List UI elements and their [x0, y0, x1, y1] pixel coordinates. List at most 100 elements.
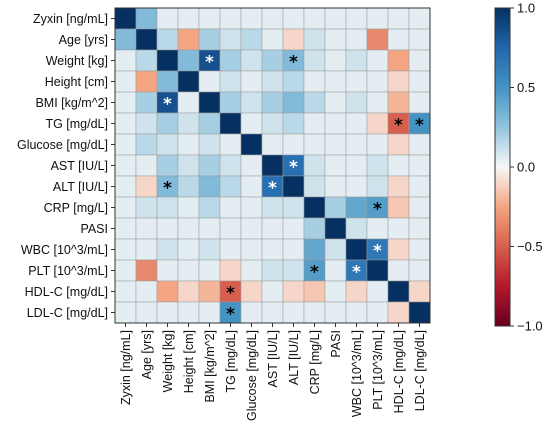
heatmap-cell	[366, 70, 389, 93]
heatmap-cell	[114, 91, 137, 114]
heatmap-cell	[177, 133, 200, 156]
heatmap-cell	[240, 301, 263, 324]
heatmap-cell	[219, 49, 242, 72]
heatmap-cell	[114, 196, 137, 219]
heatmap-cell	[261, 70, 284, 93]
heatmap-cell	[177, 217, 200, 240]
heatmap-cell	[177, 259, 200, 282]
heatmap-cell	[408, 133, 431, 156]
significance-marker: *	[163, 179, 172, 199]
heatmap-cell	[177, 175, 200, 198]
heatmap-cell	[261, 28, 284, 51]
significance-marker: *	[352, 263, 361, 283]
heatmap-cell	[114, 301, 137, 324]
heatmap-cell	[135, 49, 158, 72]
heatmap-cell	[156, 112, 179, 135]
colorbar-tick-label: 0.5	[517, 80, 535, 95]
y-tick-label: ALT [IU/L]	[53, 180, 108, 194]
heatmap-cell	[240, 70, 263, 93]
heatmap-cell	[135, 133, 158, 156]
heatmap-cell	[387, 49, 410, 72]
heatmap-cell	[324, 196, 347, 219]
x-tick-label: CRP [mg/L]	[308, 330, 322, 394]
heatmap-cell	[324, 154, 347, 177]
significance-marker: *	[163, 95, 172, 115]
heatmap-cell	[114, 238, 137, 261]
heatmap-cell	[303, 91, 326, 114]
heatmap-cell	[261, 196, 284, 219]
x-tick-label: Weight [kg]	[161, 330, 175, 392]
x-tick-label: Glucose [mg/dL]	[245, 330, 259, 421]
colorbar-tick-label: −0.5	[517, 239, 543, 254]
heatmap-cell	[156, 7, 179, 30]
heatmap-cell	[408, 259, 431, 282]
heatmap-cell	[156, 301, 179, 324]
heatmap-cell	[345, 280, 368, 303]
heatmap-cell	[408, 196, 431, 219]
heatmap-cell	[303, 196, 326, 219]
heatmap-cell	[156, 238, 179, 261]
heatmap-cell	[282, 259, 305, 282]
heatmap-cell	[387, 301, 410, 324]
heatmap-cell	[177, 7, 200, 30]
heatmap-cell	[366, 49, 389, 72]
heatmap-cell	[303, 175, 326, 198]
heatmap-cell	[135, 217, 158, 240]
heatmap-cell	[240, 7, 263, 30]
heatmap-cell	[240, 154, 263, 177]
heatmap-cell	[282, 280, 305, 303]
heatmap-cell	[366, 175, 389, 198]
heatmap-cell	[219, 112, 242, 135]
heatmap-cell	[387, 7, 410, 30]
heatmap-cell	[387, 196, 410, 219]
heatmap-cell	[156, 28, 179, 51]
heatmap-cell	[345, 217, 368, 240]
significance-marker: *	[205, 53, 214, 73]
heatmap-cell	[198, 91, 221, 114]
heatmap-cell	[387, 217, 410, 240]
heatmap-cell	[198, 196, 221, 219]
heatmap-cell	[303, 133, 326, 156]
x-tick-label: Zyxin [ng/mL]	[119, 330, 133, 405]
heatmap-cell	[156, 133, 179, 156]
y-tick-label: PASI	[80, 222, 108, 236]
heatmap-cell	[303, 238, 326, 261]
heatmap-cell	[324, 7, 347, 30]
heatmap-cell	[282, 70, 305, 93]
heatmap-cell	[114, 7, 137, 30]
colorbar-gradient	[494, 7, 511, 327]
heatmap-cell	[198, 301, 221, 324]
x-tick-label: WBC [10^3/mL]	[350, 330, 364, 417]
heatmap-cell	[387, 28, 410, 51]
heatmap-cell	[135, 259, 158, 282]
heatmap-cell	[114, 133, 137, 156]
heatmap-cell	[198, 28, 221, 51]
heatmap-cell	[114, 280, 137, 303]
heatmap-cell	[387, 91, 410, 114]
heatmap-cell	[261, 91, 284, 114]
heatmap-cell	[408, 7, 431, 30]
heatmap-cell	[261, 301, 284, 324]
heatmap-cell	[261, 154, 284, 177]
heatmap-cell	[303, 217, 326, 240]
heatmap-cell	[177, 70, 200, 93]
heatmap-cell	[240, 196, 263, 219]
heatmap-cell	[177, 238, 200, 261]
heatmap-cell	[240, 91, 263, 114]
heatmap-cell	[177, 301, 200, 324]
significance-marker: *	[415, 116, 424, 136]
y-tick-label: TG [mg/dL]	[45, 117, 108, 131]
heatmap-cell	[219, 259, 242, 282]
heatmap-cell	[114, 28, 137, 51]
heatmap-cell	[135, 175, 158, 198]
heatmap-cell	[345, 70, 368, 93]
heatmap-cell	[135, 112, 158, 135]
y-tick-label: Age [yrs]	[59, 33, 108, 47]
heatmap-cell	[177, 28, 200, 51]
significance-marker: *	[373, 200, 382, 220]
heatmap-cell	[282, 217, 305, 240]
x-tick-label: AST [IU/L]	[266, 330, 280, 387]
x-tick-label: LDL-C [mg/dL]	[413, 330, 427, 411]
heatmap-cell	[366, 259, 389, 282]
y-tick-label: AST [IU/L]	[51, 159, 108, 173]
